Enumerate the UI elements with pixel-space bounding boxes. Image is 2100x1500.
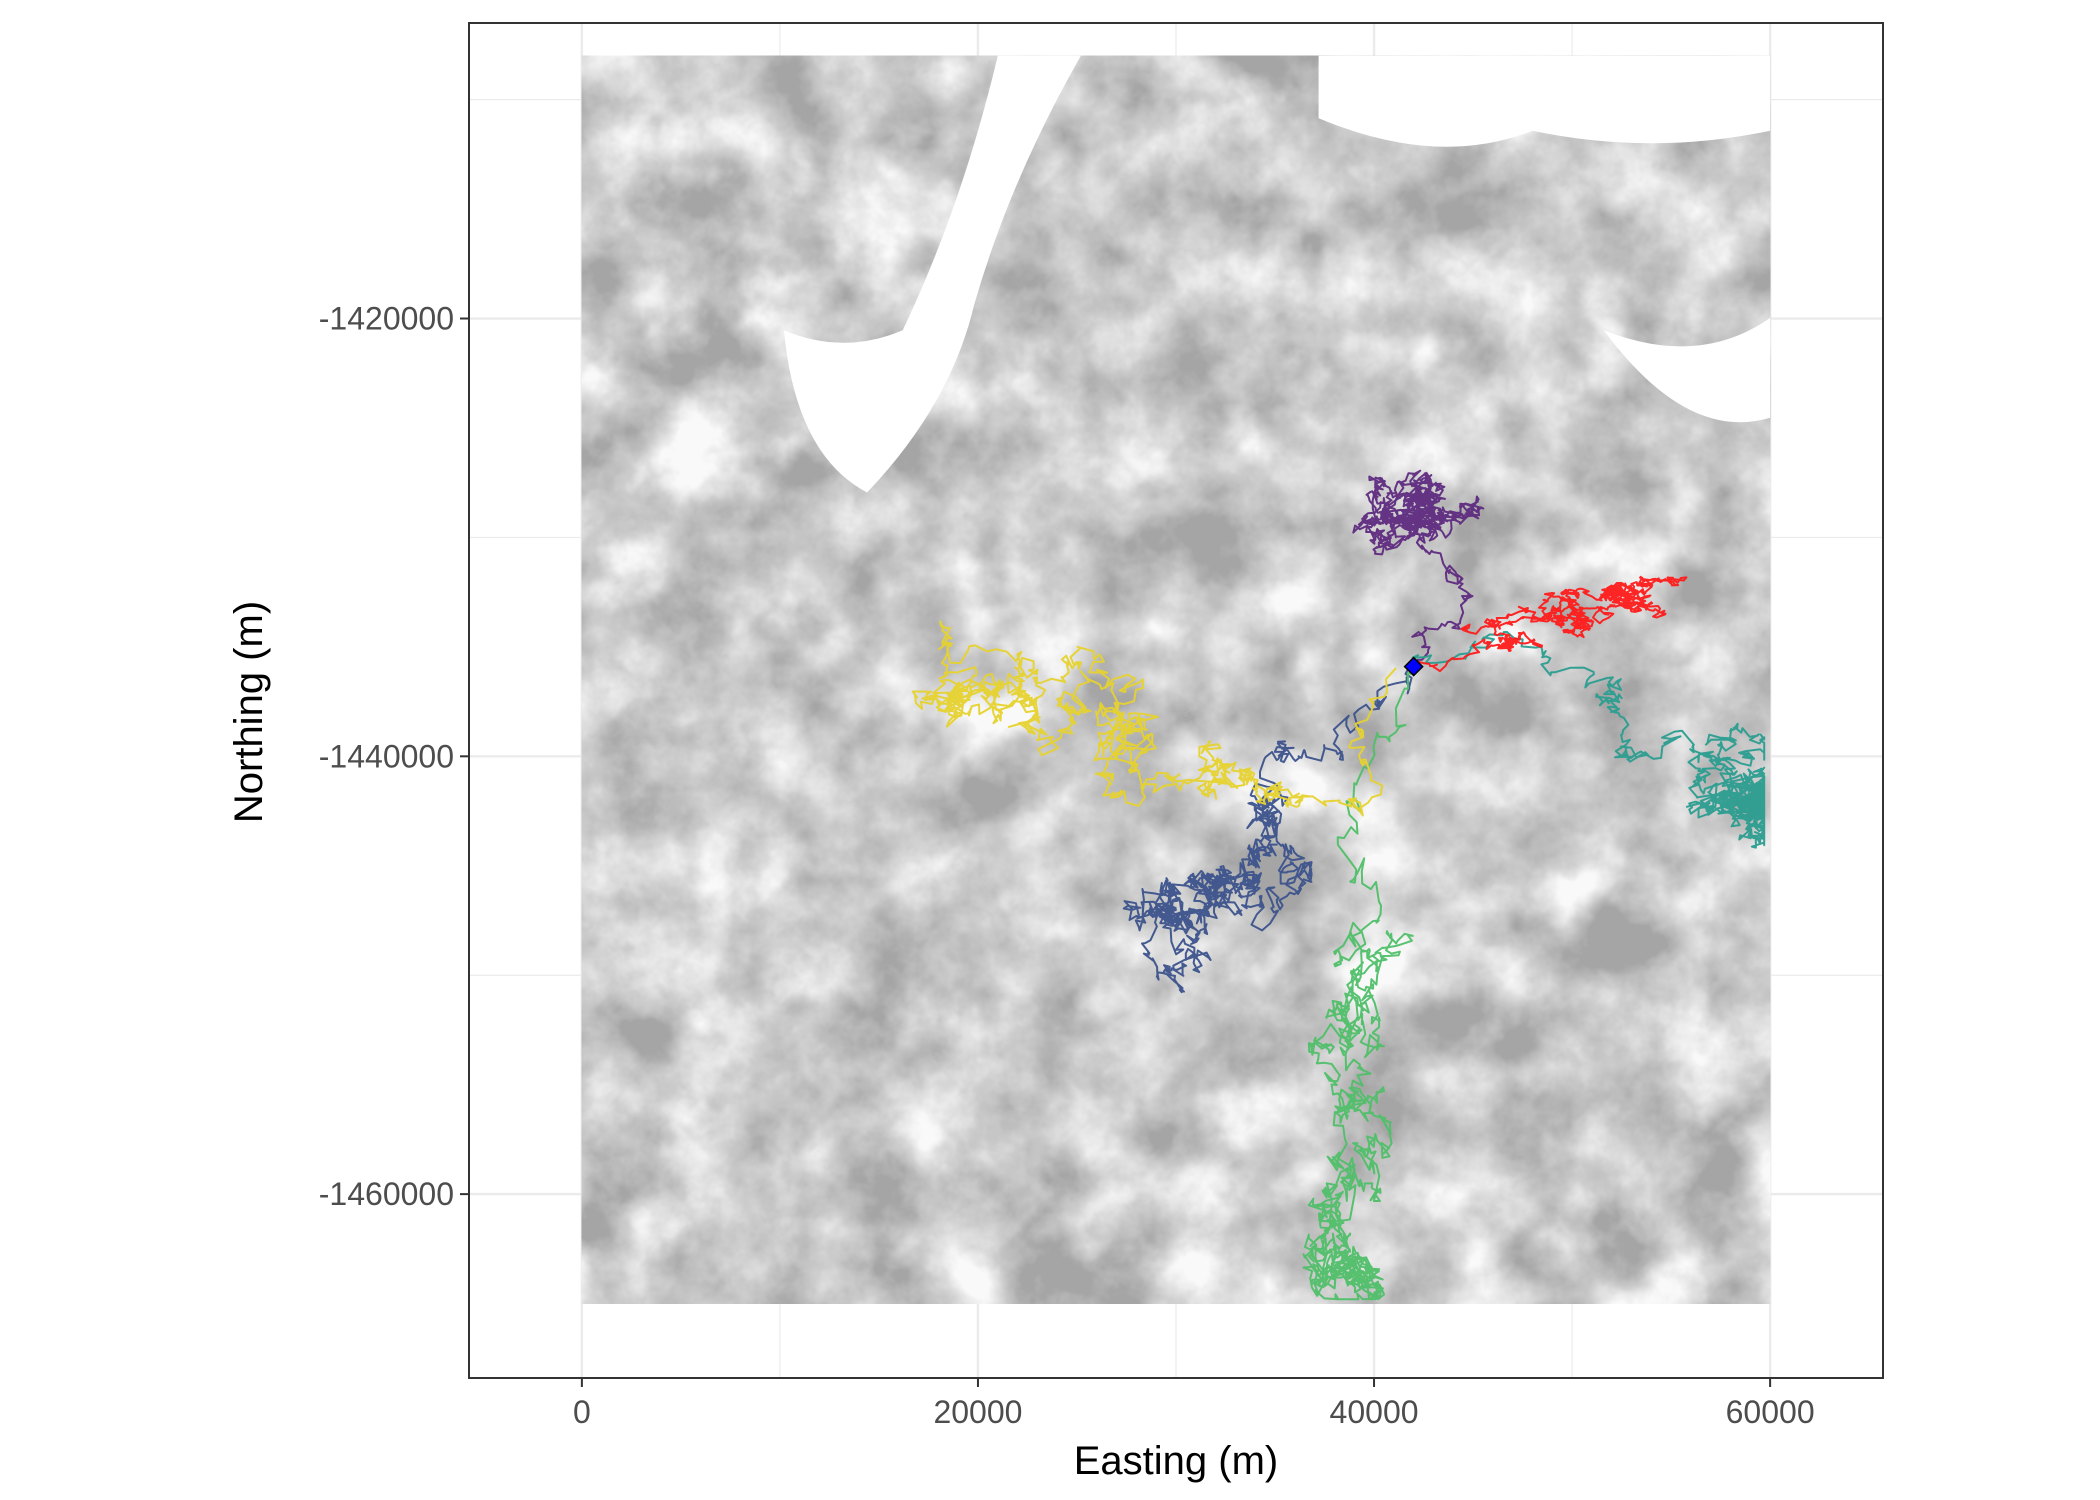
x-tick-label: 60000 [1726, 1394, 1815, 1430]
start-point-marker [1403, 656, 1424, 677]
track-line-3 [1410, 631, 1766, 849]
x-tick-label: 40000 [1330, 1394, 1419, 1430]
panel-border [468, 22, 1884, 1379]
coastline-water [783, 55, 1771, 493]
x-tick-label: 20000 [933, 1394, 1022, 1430]
track-line-5 [911, 620, 1397, 817]
movement-tracks [911, 469, 1766, 1301]
x-tick-label: 0 [573, 1394, 591, 1430]
y-tick-label: -1420000 [319, 301, 454, 337]
track-line-1 [1352, 469, 1485, 661]
track-line-2 [1122, 661, 1420, 994]
x-axis: 0 20000 40000 60000 [573, 1378, 1815, 1430]
track-line-4 [1302, 668, 1417, 1301]
track-line-6 [1411, 575, 1688, 673]
y-axis: -1420000 -1440000 -1460000 [319, 301, 469, 1212]
y-tick-label: -1440000 [319, 738, 454, 774]
y-axis-title: Northing (m) [227, 601, 271, 823]
start-point-layer [1403, 656, 1424, 677]
y-tick-label: -1460000 [319, 1176, 454, 1212]
x-axis-title: Easting (m) [1074, 1439, 1279, 1483]
grayscale-basemap [581, 55, 1771, 1304]
